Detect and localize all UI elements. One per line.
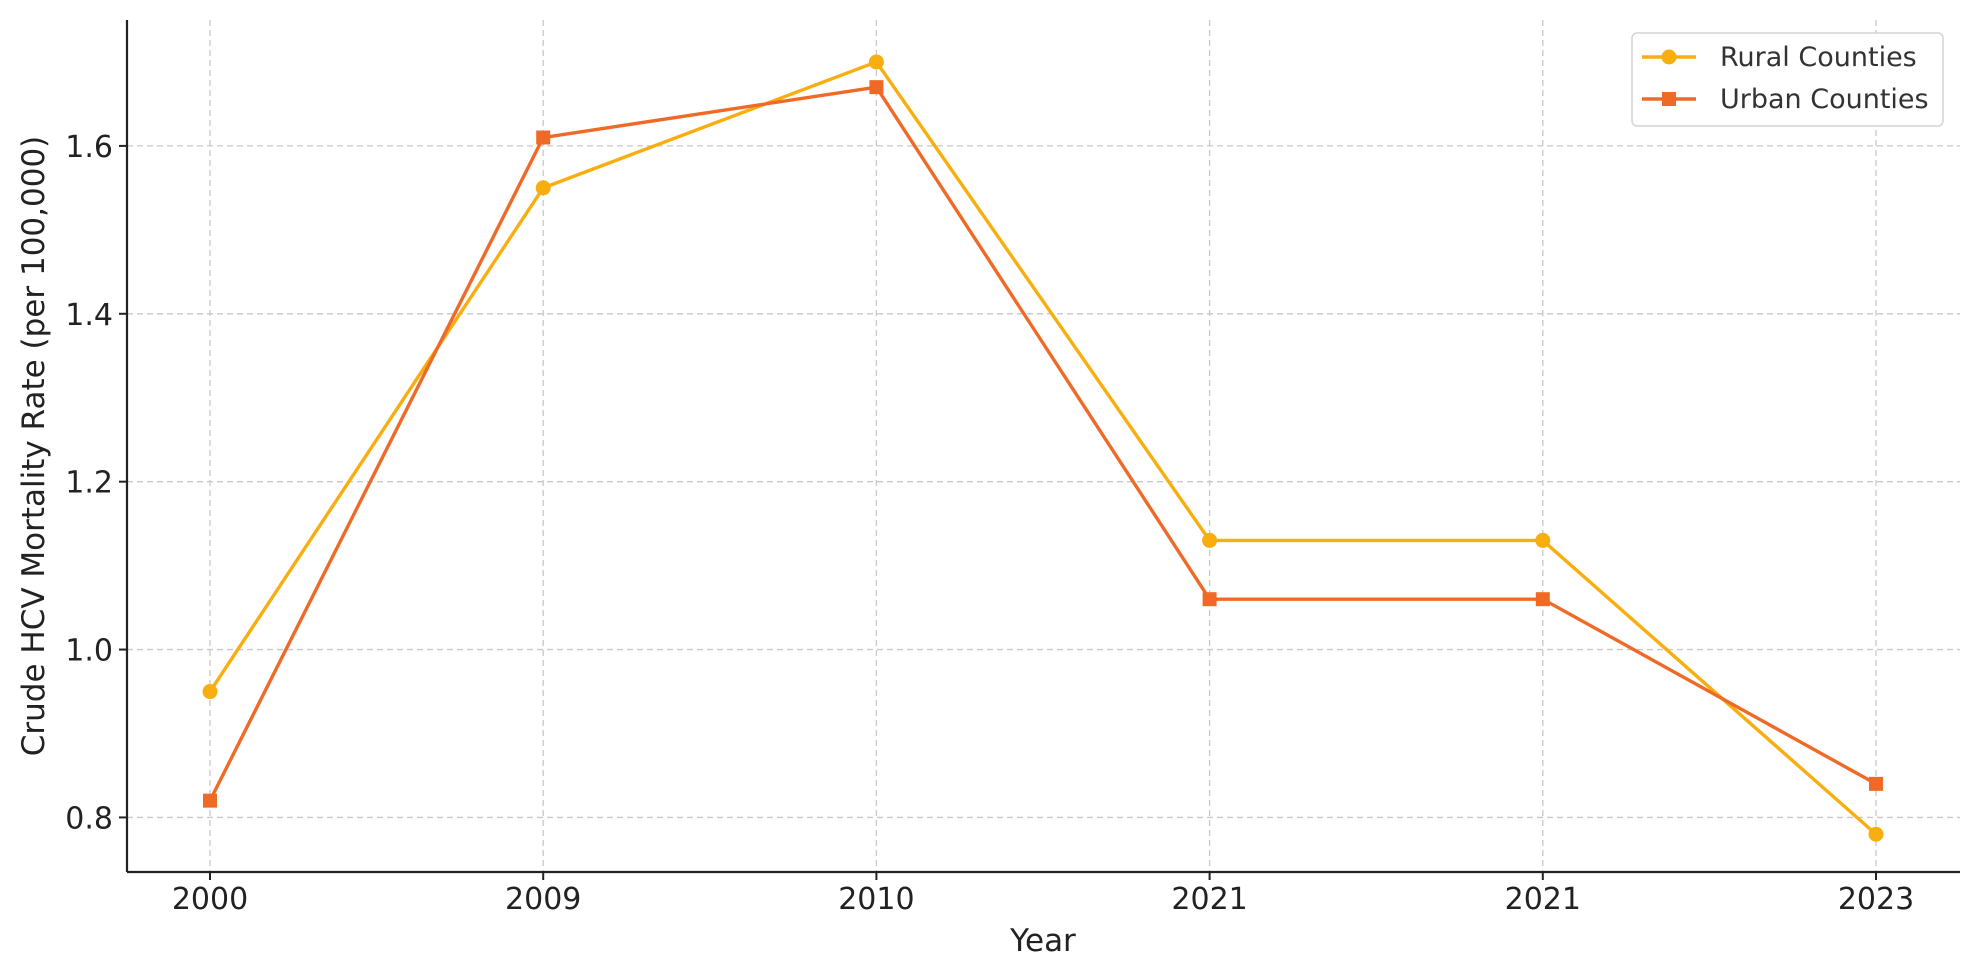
legend-label: Rural Counties — [1720, 42, 1917, 73]
legend-marker — [1662, 92, 1676, 106]
data-point-rural-counties — [535, 180, 551, 196]
x-tick-label: 2010 — [838, 882, 914, 917]
grid — [127, 20, 1960, 872]
series — [202, 54, 1884, 842]
series-urban-counties — [203, 80, 1883, 808]
series-line-rural-counties — [208, 60, 1878, 836]
data-point-rural-counties — [1202, 532, 1218, 548]
series-line-urban-counties — [208, 85, 1877, 802]
x-tick-label: 2021 — [1171, 882, 1247, 917]
data-point-urban-counties — [536, 130, 551, 145]
data-point-rural-counties — [1535, 532, 1551, 548]
x-axis-label: Year — [1009, 923, 1076, 959]
x-tick-label: 2023 — [1838, 882, 1914, 917]
y-tick-label: 0.8 — [65, 801, 113, 836]
data-point-urban-counties — [869, 80, 884, 95]
legend-box — [1631, 32, 1944, 127]
data-point-urban-counties — [1202, 592, 1217, 607]
y-axis-label: Crude HCV Mortality Rate (per 100,000) — [16, 136, 52, 757]
data-point-rural-counties — [868, 54, 884, 70]
axes — [125, 20, 1960, 874]
series-rural-counties — [202, 54, 1884, 842]
data-point-rural-counties — [202, 684, 218, 700]
y-tick-label: 1.6 — [65, 130, 113, 165]
legend-entry-rural-counties: Rural Counties — [1642, 42, 1917, 73]
x-tick-label: 2021 — [1505, 882, 1581, 917]
y-ticks: 0.8 1.0 1.2 1.4 1.6 — [65, 130, 127, 836]
legend: Rural Counties Urban Counties — [1631, 32, 1944, 127]
y-tick-label: 1.4 — [65, 298, 113, 333]
data-point-urban-counties — [203, 793, 217, 808]
legend-entry-urban-counties: Urban Counties — [1642, 84, 1929, 115]
x-tick-label: 2009 — [505, 882, 581, 917]
legend-label: Urban Counties — [1720, 84, 1929, 115]
x-tick-label: 2000 — [172, 882, 248, 917]
y-tick-label: 1.2 — [65, 466, 113, 501]
data-point-urban-counties — [1535, 592, 1550, 607]
data-point-urban-counties — [1869, 776, 1883, 791]
y-tick-label: 1.0 — [65, 634, 113, 669]
x-ticks: 2000 2009 2010 2021 2021 2023 — [172, 872, 1914, 917]
data-point-rural-counties — [1868, 826, 1884, 842]
legend-marker — [1661, 49, 1677, 65]
